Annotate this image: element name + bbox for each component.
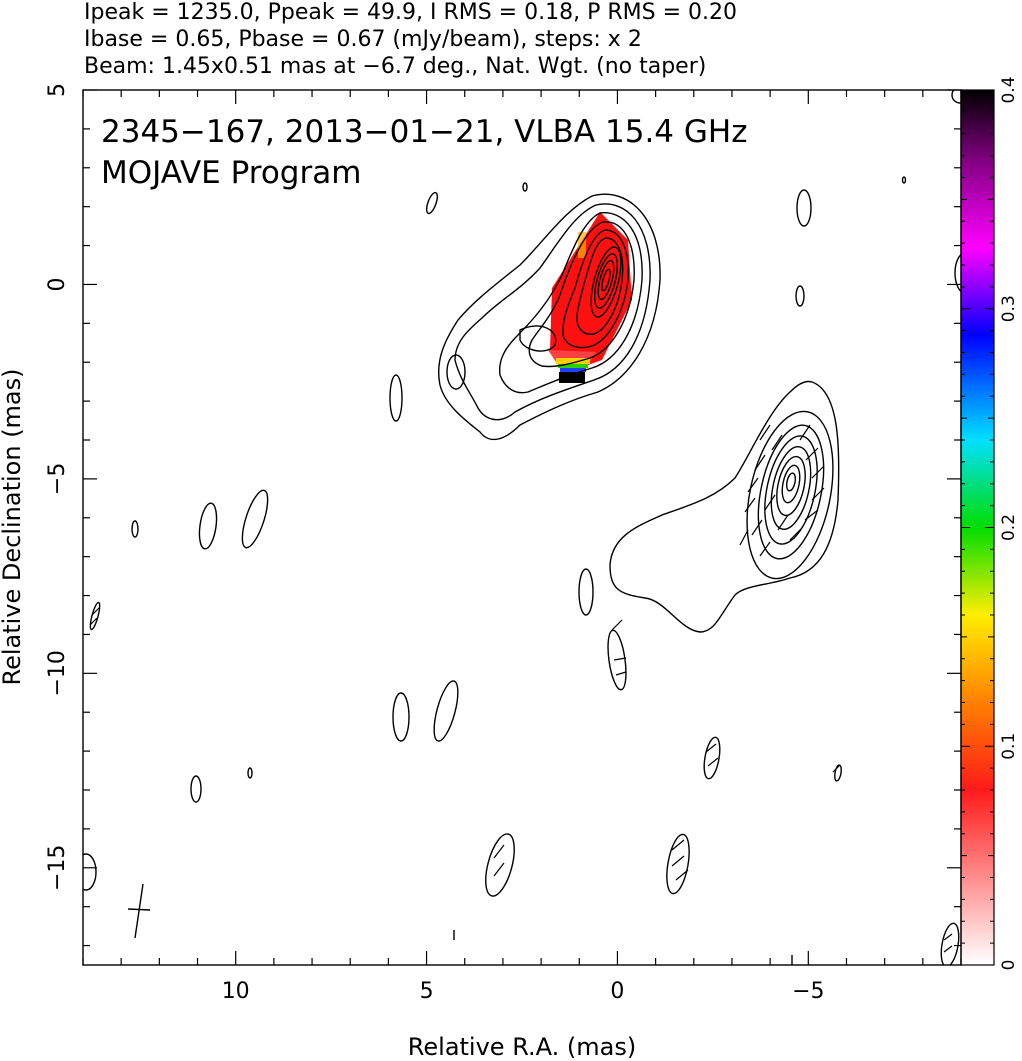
y-tick-label: −10 [45,650,70,696]
header-line-2: Ibase = 0.65, Pbase = 0.67 (mJy/beam), s… [84,27,642,52]
x-tick-label: −5 [792,979,824,1004]
beam-cross [127,883,151,939]
colorbar-tick-label: 0.1 [999,733,1019,760]
chart-subtitle: MOJAVE Program [101,155,361,191]
x-tick-label: 10 [222,979,250,1004]
colorbar-tick-label: 0.2 [999,514,1019,541]
map-content [83,90,961,965]
chart-title: 2345−167, 2013−01−21, VLBA 15.4 GHz [101,114,747,150]
polarization-vectors [89,424,953,953]
plot-frame [82,89,962,966]
y-tick-label: 0 [45,277,70,291]
y-tick-label: −5 [45,463,70,495]
x-axis-label: Relative R.A. (mas) [408,1033,636,1061]
axes: 10 5 0 −5 5 0 −5 −10 −15 [45,83,962,1004]
core-contours [438,193,661,441]
noise-contours [83,90,961,965]
jet-component-contours [609,380,840,633]
y-tick-label: −15 [45,845,70,891]
colorbar: 0 0.1 0.2 0.3 0.4 [960,76,1019,970]
colorbar-ticks: 0 0.1 0.2 0.3 0.4 [961,76,1019,970]
y-tick-label: 5 [45,83,70,97]
y-axis-label: Relative Declination (mas) [0,368,26,685]
header-line-3: Beam: 1.45x0.51 mas at −6.7 deg., Nat. W… [84,54,706,79]
colorbar-tick-label: 0.3 [999,295,1019,322]
x-tick-label: 5 [420,979,434,1004]
colorbar-tick-label: 0.4 [999,76,1019,103]
colorbar-tick-label: 0 [999,960,1019,971]
header-line-1: Ipeak = 1235.0, Ppeak = 49.9, I RMS = 0.… [84,0,737,25]
x-tick-label: 0 [610,979,624,1004]
